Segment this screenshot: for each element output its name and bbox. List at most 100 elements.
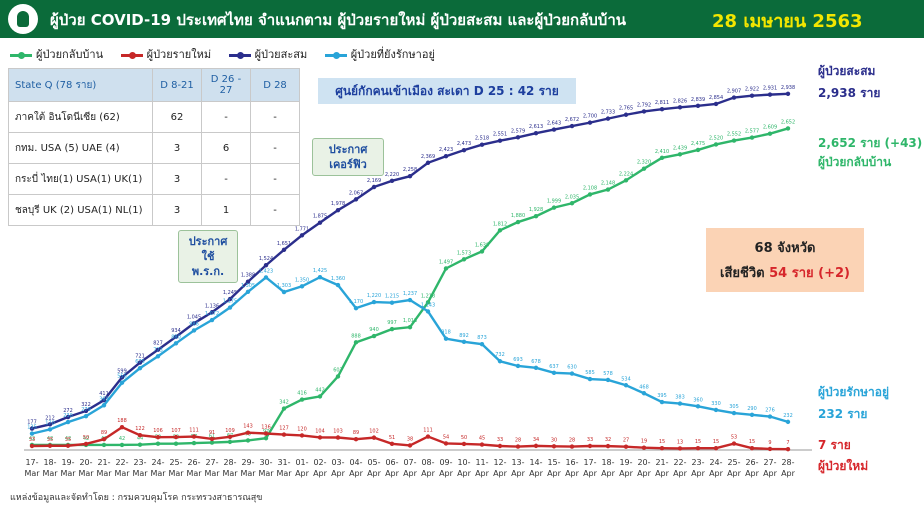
x-tick-label: 21-: [655, 458, 668, 467]
callout-emergency-decree: ประกาศ ใช้ พ.ร.ก.: [178, 230, 238, 283]
data-label-recovered: 1,013: [403, 318, 417, 324]
data-point-new: [227, 434, 233, 439]
data-point-cumulative: [677, 105, 683, 110]
data-point-recovered: [281, 406, 287, 411]
data-label-new: 15: [749, 439, 755, 445]
data-point-cumulative: [281, 247, 287, 253]
page-title: ผู้ป่วย COVID-19 ประเทศไทย จำแนกตาม ผู้ป…: [50, 11, 626, 29]
data-point-treating: [353, 305, 359, 311]
data-point-new: [713, 445, 719, 451]
data-label-cumulative: 2,220: [385, 172, 399, 178]
data-label-recovered: 1,928: [529, 207, 543, 213]
data-point-treating: [677, 401, 683, 406]
data-label-treating: 1,303: [277, 283, 291, 289]
data-label-new: 143: [243, 424, 253, 430]
data-label-new: 89: [101, 430, 107, 436]
data-label-recovered: 1,638: [475, 242, 489, 248]
data-label-new: 122: [135, 426, 145, 432]
data-label-recovered: 2,520: [709, 135, 723, 141]
state-quarantine-table: State Q (78 ราย) D 8-21 D 26 - 27 D 28 ภ…: [8, 68, 300, 226]
x-tick-label: Apr: [763, 469, 778, 478]
data-label-recovered: 416: [297, 391, 307, 397]
x-tick-label: Apr: [349, 469, 364, 478]
data-label-treating: 1,350: [295, 277, 309, 283]
table-cell: -: [201, 101, 251, 133]
data-point-treating: [299, 284, 305, 289]
x-tick-label: 20-: [637, 458, 650, 467]
x-tick-label: 26-: [187, 458, 200, 467]
data-label-cumulative: 2,700: [583, 114, 597, 120]
data-point-cumulative: [551, 127, 557, 132]
data-label-new: 45: [479, 436, 485, 442]
data-label-treating: 693: [513, 357, 523, 363]
data-label-cumulative: 599: [117, 368, 127, 374]
x-tick-label: 05-: [367, 458, 380, 467]
x-tick-label: Apr: [493, 469, 508, 478]
data-point-recovered: [497, 228, 503, 233]
data-point-recovered: [749, 135, 755, 140]
x-tick-label: 26-: [745, 458, 758, 467]
data-point-treating: [101, 403, 107, 408]
x-tick-label: Apr: [511, 469, 526, 478]
data-point-treating: [137, 365, 143, 371]
moph-logo-icon: [8, 4, 38, 34]
data-point-new: [695, 445, 701, 451]
data-label-new: 35: [47, 437, 53, 443]
data-label-treating: 170: [45, 420, 55, 426]
data-label-cumulative: 2,931: [763, 86, 777, 92]
data-label-cumulative: 1,524: [259, 256, 273, 262]
data-label-cumulative: 2,579: [511, 128, 525, 134]
data-point-recovered: [605, 187, 611, 192]
data-label-treating: 1,305: [241, 283, 255, 289]
deaths-value: 54 ราย (+2): [769, 266, 850, 281]
x-tick-label: Apr: [727, 469, 742, 478]
data-label-cumulative: 2,839: [691, 97, 705, 103]
data-point-new: [281, 432, 287, 437]
x-tick-label: Mar: [186, 469, 202, 478]
data-point-recovered: [353, 340, 359, 345]
data-label-cumulative: 2,733: [601, 110, 615, 116]
data-label-cumulative: 1,978: [331, 201, 345, 207]
table-cell: 1: [201, 194, 251, 226]
table-cell: ภาคใต้ อินโดนีเซีย (62): [8, 101, 153, 133]
data-label-new: 7: [786, 440, 789, 446]
data-label-new: 28: [515, 438, 521, 444]
data-point-treating: [227, 305, 233, 310]
table-cell: กระบี่ ไทย(1) USA(1) UK(1): [8, 163, 153, 195]
data-point-cumulative: [101, 397, 107, 403]
x-tick-label: Apr: [331, 469, 346, 478]
data-label-treating: 1,215: [385, 294, 399, 300]
data-label-recovered: 442: [315, 387, 325, 393]
x-tick-label: Apr: [421, 469, 436, 478]
table-cell: กทม. USA (5) UAE (4): [8, 132, 153, 164]
data-label-recovered: 42: [83, 436, 89, 442]
data-label-cumulative: 934: [171, 328, 181, 334]
x-tick-label: 28-: [223, 458, 236, 467]
data-point-new: [317, 435, 323, 440]
x-tick-label: Mar: [222, 469, 238, 478]
x-tick-label: Mar: [114, 469, 130, 478]
table-header-cell: D 8-21: [152, 68, 202, 102]
summary-box: 68 จังหวัด เสียชีวิต 54 ราย (+2): [706, 228, 864, 292]
x-tick-label: 04-: [349, 458, 362, 467]
data-label-treating: 773: [153, 347, 163, 353]
data-point-new: [587, 443, 593, 449]
data-point-new: [767, 446, 773, 452]
data-point-treating: [173, 341, 179, 346]
data-point-new: [479, 442, 485, 447]
data-label-recovered: 1,573: [457, 250, 471, 256]
data-label-new: 27: [623, 438, 629, 444]
data-point-cumulative: [497, 138, 503, 143]
x-tick-label: Apr: [313, 469, 328, 478]
data-label-cumulative: 1,771: [295, 226, 309, 232]
data-label-recovered: 2,652: [781, 119, 795, 125]
data-point-treating: [317, 275, 323, 280]
data-point-new: [47, 443, 53, 448]
data-label-new: 15: [659, 439, 665, 445]
data-point-cumulative: [659, 106, 665, 112]
x-tick-label: Apr: [547, 469, 562, 478]
data-point-cumulative: [785, 91, 791, 96]
data-point-treating: [191, 328, 197, 333]
data-label-new: 188: [117, 418, 127, 424]
data-point-treating: [659, 399, 665, 405]
